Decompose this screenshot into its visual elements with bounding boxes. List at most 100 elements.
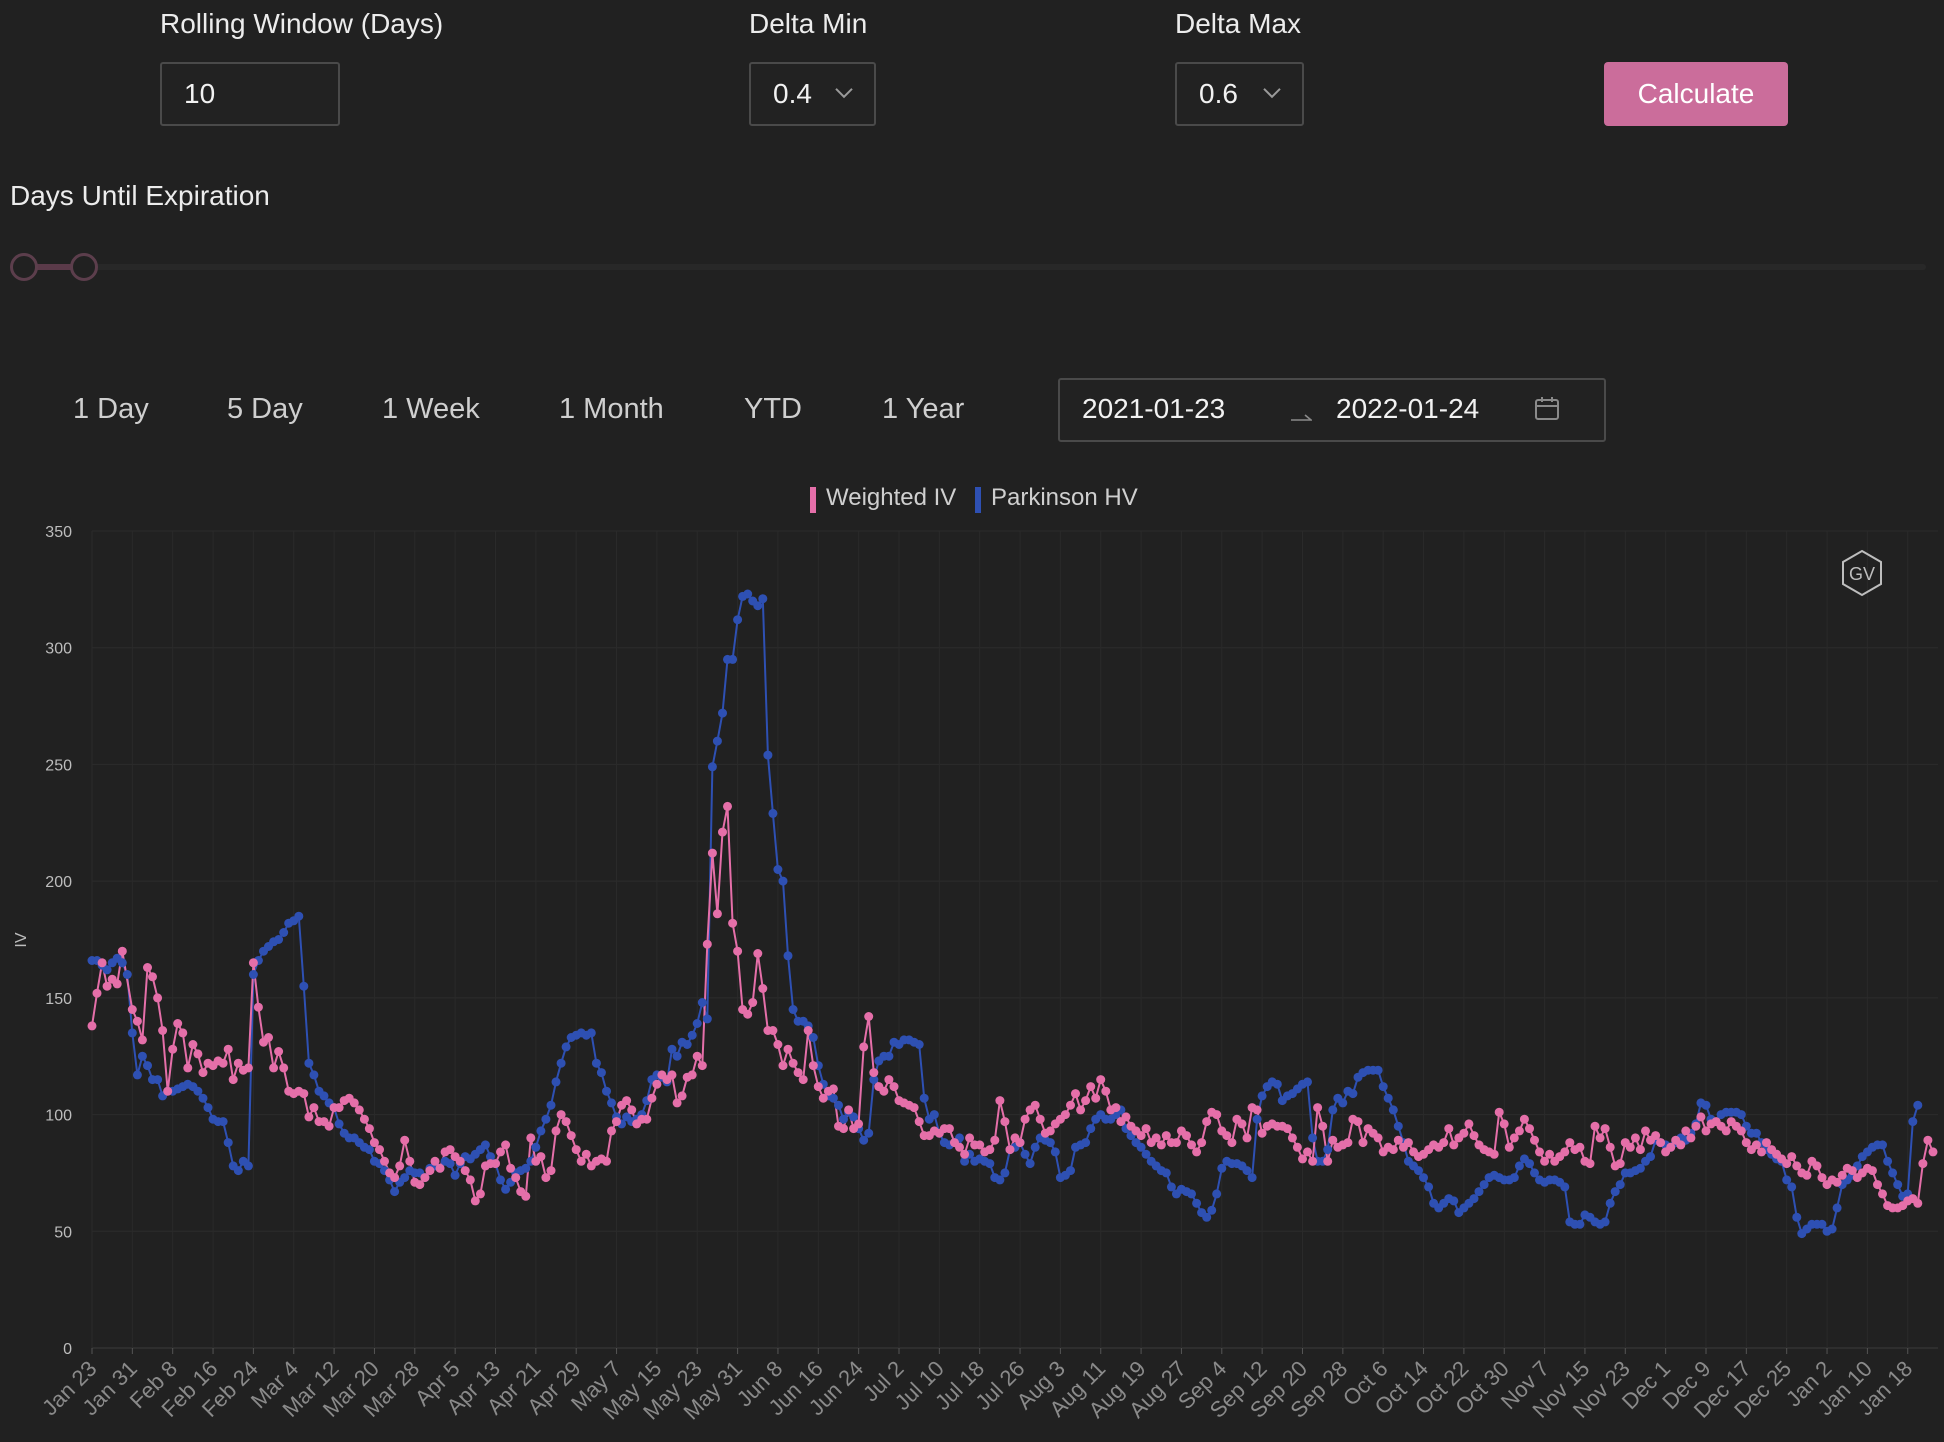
data-point-weighted-iv[interactable] xyxy=(551,1126,561,1136)
data-point-weighted-iv[interactable] xyxy=(102,981,112,991)
data-point-parkinson-hv[interactable] xyxy=(117,958,127,968)
data-point-weighted-iv[interactable] xyxy=(1318,1121,1328,1131)
data-point-parkinson-hv[interactable] xyxy=(1187,1189,1196,1199)
data-point-parkinson-hv[interactable] xyxy=(309,1070,319,1080)
data-point-parkinson-hv[interactable] xyxy=(753,601,763,611)
data-point-parkinson-hv[interactable] xyxy=(1303,1077,1312,1087)
data-point-parkinson-hv[interactable] xyxy=(1383,1093,1393,1103)
data-point-weighted-iv[interactable] xyxy=(687,1070,697,1080)
data-point-weighted-iv[interactable] xyxy=(793,1068,803,1078)
data-point-weighted-iv[interactable] xyxy=(773,1040,783,1049)
data-point-parkinson-hv[interactable] xyxy=(864,1128,874,1138)
slider-handle-min[interactable] xyxy=(10,253,38,281)
data-point-parkinson-hv[interactable] xyxy=(1479,1180,1489,1190)
data-point-weighted-iv[interactable] xyxy=(1000,1117,1010,1127)
data-point-weighted-iv[interactable] xyxy=(1494,1107,1504,1117)
data-point-weighted-iv[interactable] xyxy=(758,984,768,993)
data-point-weighted-iv[interactable] xyxy=(1182,1131,1191,1141)
range-button-1-week[interactable]: 1 Week xyxy=(382,393,480,425)
data-point-weighted-iv[interactable] xyxy=(1393,1135,1403,1145)
data-point-weighted-iv[interactable] xyxy=(183,1063,193,1073)
data-point-parkinson-hv[interactable] xyxy=(914,1040,924,1049)
data-point-weighted-iv[interactable] xyxy=(1595,1133,1605,1143)
data-point-weighted-iv[interactable] xyxy=(1101,1086,1111,1096)
data-point-parkinson-hv[interactable] xyxy=(1832,1203,1842,1213)
data-point-weighted-iv[interactable] xyxy=(869,1068,879,1078)
data-point-parkinson-hv[interactable] xyxy=(1449,1196,1459,1206)
legend-weighted-iv[interactable]: Weighted IV xyxy=(826,484,957,511)
data-point-parkinson-hv[interactable] xyxy=(758,594,768,604)
data-point-weighted-iv[interactable] xyxy=(642,1114,652,1124)
data-point-weighted-iv[interactable] xyxy=(728,918,738,928)
data-point-parkinson-hv[interactable] xyxy=(1792,1212,1802,1222)
data-point-parkinson-hv[interactable] xyxy=(1414,1166,1423,1176)
data-point-parkinson-hv[interactable] xyxy=(1323,1145,1333,1155)
data-point-weighted-iv[interactable] xyxy=(299,1089,309,1099)
data-point-weighted-iv[interactable] xyxy=(1605,1142,1615,1152)
data-point-weighted-iv[interactable] xyxy=(92,988,102,998)
data-point-weighted-iv[interactable] xyxy=(995,1096,1005,1106)
data-point-parkinson-hv[interactable] xyxy=(1469,1194,1479,1204)
data-point-weighted-iv[interactable] xyxy=(627,1105,637,1115)
data-point-weighted-iv[interactable] xyxy=(1323,1156,1333,1166)
data-point-weighted-iv[interactable] xyxy=(718,827,727,837)
data-point-parkinson-hv[interactable] xyxy=(919,1093,929,1103)
data-point-weighted-iv[interactable] xyxy=(470,1196,480,1206)
data-point-parkinson-hv[interactable] xyxy=(1615,1180,1625,1190)
data-point-parkinson-hv[interactable] xyxy=(1575,1219,1585,1229)
data-point-parkinson-hv[interactable] xyxy=(1066,1166,1075,1176)
data-point-weighted-iv[interactable] xyxy=(1504,1142,1514,1152)
data-point-weighted-iv[interactable] xyxy=(1091,1093,1101,1103)
data-point-weighted-iv[interactable] xyxy=(1187,1140,1196,1150)
data-point-weighted-iv[interactable] xyxy=(127,1005,137,1014)
data-point-parkinson-hv[interactable] xyxy=(122,970,132,979)
data-point-weighted-iv[interactable] xyxy=(748,998,758,1007)
data-point-weighted-iv[interactable] xyxy=(1303,1147,1312,1157)
data-point-parkinson-hv[interactable] xyxy=(778,876,788,886)
data-point-weighted-iv[interactable] xyxy=(1308,1156,1318,1166)
data-point-parkinson-hv[interactable] xyxy=(137,1051,147,1061)
data-point-weighted-iv[interactable] xyxy=(1923,1135,1933,1145)
data-point-weighted-iv[interactable] xyxy=(1066,1100,1075,1110)
data-point-weighted-iv[interactable] xyxy=(581,1149,591,1159)
data-point-weighted-iv[interactable] xyxy=(561,1117,571,1127)
data-point-parkinson-hv[interactable] xyxy=(1888,1168,1898,1178)
data-point-weighted-iv[interactable] xyxy=(697,1061,707,1071)
data-point-weighted-iv[interactable] xyxy=(788,1058,798,1068)
data-point-parkinson-hv[interactable] xyxy=(1081,1138,1091,1148)
data-point-parkinson-hv[interactable] xyxy=(929,1110,939,1120)
data-point-weighted-iv[interactable] xyxy=(1928,1147,1938,1157)
data-point-parkinson-hv[interactable] xyxy=(697,998,707,1007)
data-point-parkinson-hv[interactable] xyxy=(390,1187,400,1197)
data-point-weighted-iv[interactable] xyxy=(1630,1133,1640,1143)
data-point-weighted-iv[interactable] xyxy=(264,1033,273,1042)
data-point-weighted-iv[interactable] xyxy=(1509,1133,1519,1143)
data-point-weighted-iv[interactable] xyxy=(168,1044,178,1054)
data-point-weighted-iv[interactable] xyxy=(1439,1138,1449,1148)
data-point-weighted-iv[interactable] xyxy=(546,1166,556,1176)
data-point-parkinson-hv[interactable] xyxy=(707,762,717,772)
data-point-weighted-iv[interactable] xyxy=(1651,1131,1661,1141)
data-point-weighted-iv[interactable] xyxy=(1600,1124,1610,1134)
data-point-weighted-iv[interactable] xyxy=(612,1117,621,1127)
data-point-parkinson-hv[interactable] xyxy=(203,1103,213,1113)
data-point-weighted-iv[interactable] xyxy=(1751,1140,1761,1150)
data-point-weighted-iv[interactable] xyxy=(1676,1140,1686,1150)
data-point-parkinson-hv[interactable] xyxy=(591,1058,601,1068)
data-point-weighted-iv[interactable] xyxy=(1298,1154,1307,1164)
data-point-parkinson-hv[interactable] xyxy=(1025,1159,1035,1169)
data-point-parkinson-hv[interactable] xyxy=(783,951,793,961)
data-point-weighted-iv[interactable] xyxy=(1837,1170,1847,1180)
data-point-weighted-iv[interactable] xyxy=(879,1086,889,1096)
data-point-parkinson-hv[interactable] xyxy=(218,1117,228,1127)
calculate-button[interactable]: Calculate xyxy=(1604,62,1788,126)
range-button-5-day[interactable]: 5 Day xyxy=(227,393,303,425)
data-point-weighted-iv[interactable] xyxy=(1358,1138,1368,1148)
data-point-parkinson-hv[interactable] xyxy=(702,1014,712,1024)
data-point-weighted-iv[interactable] xyxy=(1519,1114,1529,1124)
data-point-weighted-iv[interactable] xyxy=(813,1082,823,1092)
data-point-weighted-iv[interactable] xyxy=(1736,1126,1746,1136)
data-point-weighted-iv[interactable] xyxy=(349,1098,359,1108)
data-point-parkinson-hv[interactable] xyxy=(869,1075,879,1085)
data-point-parkinson-hv[interactable] xyxy=(132,1070,142,1080)
